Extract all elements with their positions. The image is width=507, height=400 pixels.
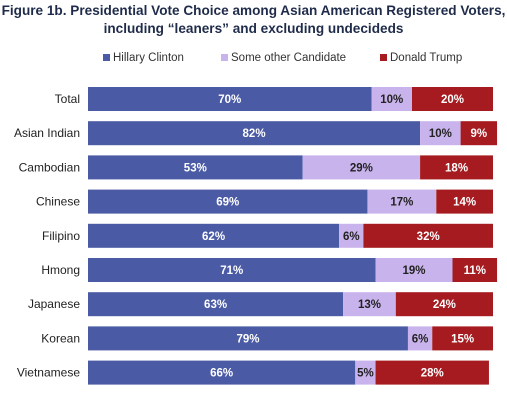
bar-segment bbox=[88, 326, 408, 351]
bar-segment bbox=[407, 326, 433, 351]
bar-segment bbox=[460, 121, 498, 146]
legend-item: Donald Trump bbox=[380, 52, 462, 64]
bar-segment bbox=[343, 292, 396, 317]
data-label: 5% bbox=[357, 368, 374, 380]
category-label: Hmong bbox=[41, 263, 80, 277]
data-label: 11% bbox=[464, 265, 486, 277]
bar-segment bbox=[88, 155, 303, 180]
bar-row: 53% 29% 18% bbox=[88, 155, 493, 180]
bar-segment bbox=[375, 258, 453, 282]
bar-segment bbox=[412, 87, 493, 111]
legend: Hillary Clinton Some other Candidate Donal… bbox=[103, 52, 462, 64]
category-label: Chinese bbox=[36, 195, 80, 209]
bar-segment bbox=[375, 360, 489, 385]
data-label: 63% bbox=[204, 299, 227, 311]
chart-title: Figure 1b. Presidential Vote Choice amon… bbox=[0, 2, 507, 38]
bar-segment bbox=[88, 292, 344, 317]
bar-segment bbox=[395, 292, 493, 317]
data-label: 82% bbox=[243, 128, 266, 140]
legend-swatch bbox=[380, 54, 387, 61]
data-label: 9% bbox=[471, 128, 488, 140]
bar-segment bbox=[432, 326, 493, 351]
bar-segment bbox=[88, 223, 340, 248]
category-label: Vietnamese bbox=[17, 366, 80, 380]
category-label: Asian Indian bbox=[14, 126, 80, 140]
category-label: Total bbox=[55, 92, 80, 106]
category-label: Filipino bbox=[42, 229, 80, 243]
legend-swatch bbox=[103, 54, 110, 61]
data-label: 18% bbox=[445, 162, 468, 174]
bars: 70% 10% 20% 82% 10% 9% 53% 29% 18% 69% 17% 14% 62% 6%… bbox=[88, 87, 498, 385]
legend-label: Hillary Clinton bbox=[113, 52, 184, 64]
bar-segment bbox=[371, 87, 412, 111]
legend-item: Hillary Clinton bbox=[103, 52, 184, 64]
data-label: 32% bbox=[417, 231, 440, 243]
data-label: 62% bbox=[202, 231, 225, 243]
data-label: 29% bbox=[350, 162, 373, 174]
data-label: 71% bbox=[220, 265, 243, 277]
data-label: 19% bbox=[403, 265, 426, 277]
data-label: 15% bbox=[451, 333, 474, 345]
category-label: Cambodian bbox=[19, 160, 80, 174]
bar-row: 70% 10% 20% bbox=[88, 87, 493, 111]
bar-segment bbox=[355, 360, 376, 385]
legend-label: Donald Trump bbox=[390, 52, 462, 64]
bar-segment bbox=[88, 87, 372, 111]
bar-segment bbox=[367, 189, 437, 214]
bar-row: 69% 17% 14% bbox=[88, 189, 493, 214]
data-label: 14% bbox=[453, 197, 476, 209]
data-label: 53% bbox=[184, 162, 207, 174]
data-label: 70% bbox=[218, 94, 241, 106]
bar-row: 62% 6% 32% bbox=[88, 223, 493, 248]
data-label: 6% bbox=[412, 333, 429, 345]
data-label: 24% bbox=[433, 299, 456, 311]
data-label: 66% bbox=[210, 368, 233, 380]
category-label: Japanese bbox=[28, 297, 80, 311]
bar-row: 82% 10% 9% bbox=[88, 121, 498, 146]
legend-swatch bbox=[221, 54, 228, 61]
data-label: 79% bbox=[236, 333, 259, 345]
data-label: 17% bbox=[390, 197, 413, 209]
data-label: 20% bbox=[441, 94, 464, 106]
category-label: Korean bbox=[41, 331, 80, 345]
category-labels: Total Asian Indian Cambodian Chinese Filipin… bbox=[14, 92, 80, 380]
bar-row: 79% 6% 15% bbox=[88, 326, 493, 351]
data-label: 6% bbox=[343, 231, 360, 243]
bar-row: 71% 19% 11% bbox=[88, 258, 498, 282]
data-label: 69% bbox=[216, 197, 239, 209]
data-label: 10% bbox=[429, 128, 452, 140]
data-label: 28% bbox=[421, 368, 444, 380]
bar-segment bbox=[88, 360, 356, 385]
bar-row: 63% 13% 24% bbox=[88, 292, 493, 317]
bar-row: 66% 5% 28% bbox=[88, 360, 489, 385]
bar-segment bbox=[363, 223, 493, 248]
bar-segment bbox=[302, 155, 421, 180]
chart-title-line-2: including “leaners” and excluding undeci… bbox=[103, 21, 404, 36]
bar-segment bbox=[88, 189, 368, 214]
bar-segment bbox=[436, 189, 493, 214]
bar-segment bbox=[452, 258, 498, 282]
legend-item: Some other Candidate bbox=[221, 52, 346, 64]
bar-segment bbox=[420, 121, 461, 146]
legend-label: Some other Candidate bbox=[231, 52, 346, 64]
bar-segment bbox=[339, 223, 364, 248]
data-label: 13% bbox=[358, 299, 381, 311]
bar-segment bbox=[88, 258, 376, 282]
bar-segment bbox=[88, 121, 421, 146]
bar-segment bbox=[420, 155, 493, 180]
data-label: 10% bbox=[380, 94, 403, 106]
chart-title-line-1: Figure 1b. Presidential Vote Choice amon… bbox=[1, 3, 506, 18]
